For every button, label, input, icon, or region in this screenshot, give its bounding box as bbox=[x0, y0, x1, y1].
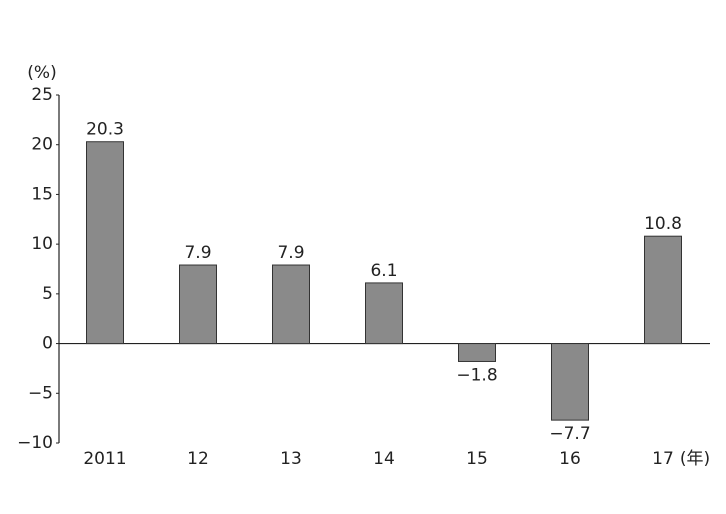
y-tick-label: 10 bbox=[31, 234, 53, 254]
data-label: 7.9 bbox=[277, 243, 304, 263]
data-label: −7.7 bbox=[549, 424, 590, 444]
data-label: −1.8 bbox=[456, 365, 497, 385]
y-tick-label: 0 bbox=[42, 334, 53, 354]
y-axis-label: (%) bbox=[27, 63, 56, 83]
x-tick-label: 2011 bbox=[83, 449, 126, 469]
x-tick-label: 15 bbox=[466, 449, 488, 469]
y-tick-label: 25 bbox=[31, 85, 53, 105]
y-tick-label: 15 bbox=[31, 184, 53, 204]
x-axis-label: (年) bbox=[680, 449, 710, 469]
x-tick-label: 16 bbox=[559, 449, 581, 469]
x-tick-label: 17 bbox=[652, 449, 674, 469]
bar bbox=[179, 264, 217, 345]
y-tick-label: 20 bbox=[31, 135, 53, 155]
bar bbox=[644, 235, 682, 345]
y-tick-label: 5 bbox=[42, 284, 53, 304]
y-tick-label: −10 bbox=[17, 433, 53, 453]
bar bbox=[458, 343, 496, 362]
bar bbox=[272, 264, 310, 345]
bar bbox=[551, 343, 589, 421]
data-label: 10.8 bbox=[644, 214, 682, 234]
bar bbox=[86, 141, 124, 345]
data-label: 20.3 bbox=[86, 120, 124, 140]
y-tick-label: −5 bbox=[28, 383, 53, 403]
x-tick-label: 13 bbox=[280, 449, 302, 469]
data-label: 6.1 bbox=[370, 261, 397, 281]
x-tick-label: 14 bbox=[373, 449, 395, 469]
x-tick-label: 12 bbox=[187, 449, 209, 469]
data-label: 7.9 bbox=[184, 243, 211, 263]
bar bbox=[365, 282, 403, 345]
